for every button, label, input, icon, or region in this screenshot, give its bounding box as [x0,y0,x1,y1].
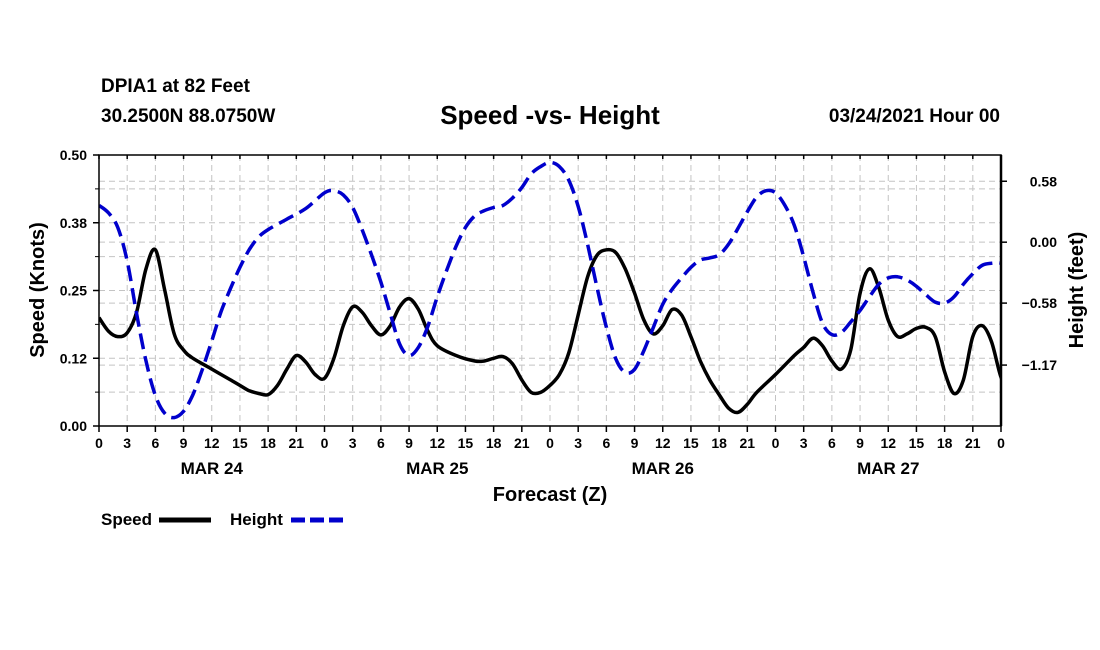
x-tick-label: 6 [828,435,836,451]
x-tick-label: 9 [856,435,864,451]
x-day-label: MAR 26 [632,459,694,478]
x-tick-label: 9 [631,435,639,451]
chart-title: Speed -vs- Height [440,100,660,130]
y-axis-left: 0.00 0.12 0.25 0.38 0.50 [60,147,99,434]
x-tick-label: 3 [349,435,357,451]
x-tick-label: 12 [880,435,896,451]
x-tick-label: 0 [321,435,329,451]
y-left-tick-label: 0.25 [60,283,87,299]
x-tick-label: 3 [123,435,131,451]
x-axis: 0 3 6 9 12 15 18 21 0 3 6 9 12 15 18 21 0 3 6 9 12 15 18 21 0 3 6 9… [95,155,1005,478]
x-tick-label: 0 [772,435,780,451]
x-tick-label: 6 [151,435,159,451]
x-tick-label: 15 [458,435,474,451]
station-coordinates: 30.2500N 88.0750W [101,106,276,127]
y-left-tick-label: 0.50 [60,147,87,163]
x-axis-label: Forecast (Z) [493,484,607,506]
y-right-tick-label: −0.58 [1022,295,1058,311]
x-tick-label: 21 [965,435,981,451]
x-day-label: MAR 27 [857,459,919,478]
x-tick-label: 21 [289,435,305,451]
x-tick-label: 21 [740,435,756,451]
x-tick-label: 15 [909,435,925,451]
legend: Speed Height [101,510,343,529]
x-tick-label: 6 [377,435,385,451]
y-left-tick-label: 0.12 [60,350,87,366]
series-speed-line [99,247,1001,415]
x-tick-label: 6 [602,435,610,451]
x-tick-label: 0 [95,435,103,451]
x-tick-label: 12 [204,435,220,451]
x-tick-label: 0 [997,435,1005,451]
y-right-tick-label: 0.00 [1030,234,1057,250]
legend-speed-label: Speed [101,510,152,529]
x-tick-label: 18 [260,435,276,451]
series-layer [99,160,1001,420]
x-tick-label: 12 [429,435,445,451]
x-tick-label: 18 [711,435,727,451]
station-name: DPIA1 at 82 Feet [101,76,250,97]
x-tick-label: 15 [232,435,248,451]
y-left-tick-label: 0.38 [60,215,87,231]
x-day-label: MAR 24 [181,459,244,478]
x-tick-label: 21 [514,435,530,451]
x-tick-label: 18 [486,435,502,451]
x-tick-label: 15 [683,435,699,451]
x-tick-label: 9 [180,435,188,451]
x-day-label: MAR 25 [406,459,468,478]
x-tick-label: 0 [546,435,554,451]
x-tick-label: 9 [405,435,413,451]
y-axis-left-label: Speed (Knots) [27,222,49,358]
y-right-tick-label: 0.58 [1030,173,1057,189]
y-axis-right: −1.17 −0.58 0.00 0.58 [1001,173,1057,373]
y-left-tick-label: 0.00 [60,418,87,434]
y-axis-right-label: Height (feet) [1066,232,1088,349]
legend-height-label: Height [230,510,283,529]
forecast-run-time: 03/24/2021 Hour 00 [828,106,1000,127]
x-tick-label: 18 [937,435,953,451]
x-tick-label: 3 [800,435,808,451]
x-tick-label: 12 [655,435,671,451]
y-right-tick-label: −1.17 [1022,357,1058,373]
series-height-line [99,160,1001,420]
x-tick-label: 3 [574,435,582,451]
